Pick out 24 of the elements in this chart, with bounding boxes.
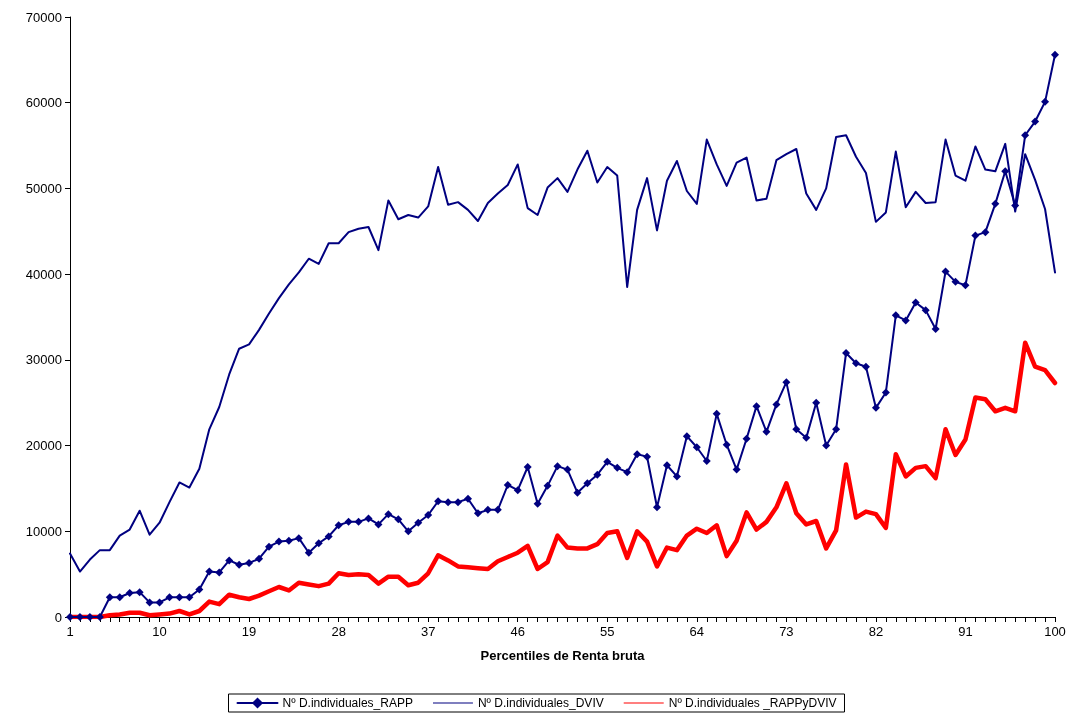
x-tick-label: 10 — [152, 624, 167, 639]
y-tick-label: 10000 — [25, 523, 62, 539]
x-tick-label: 73 — [779, 624, 794, 639]
y-tick-label: 0 — [54, 609, 62, 625]
y-tick-label: 50000 — [25, 180, 62, 196]
x-tick-label: 28 — [331, 624, 346, 639]
legend-label: Nº D.individuales _RAPPyDVIV — [668, 696, 837, 710]
x-tick-label: 46 — [510, 624, 525, 639]
legend-label: Nº D.individuales_RAPP — [282, 696, 413, 710]
x-tick-label: 37 — [420, 624, 436, 639]
y-tick-label: 60000 — [25, 95, 62, 111]
x-tick-label: 64 — [689, 624, 705, 639]
y-tick-label: 40000 — [25, 266, 62, 282]
x-tick-label: 91 — [958, 624, 973, 639]
x-axis-title: Percentiles de Renta bruta — [480, 648, 646, 663]
y-tick-label: 30000 — [25, 352, 62, 368]
y-tick-label: 70000 — [25, 9, 62, 25]
x-tick-label: 55 — [600, 624, 615, 639]
y-tick-label: 20000 — [25, 438, 62, 454]
legend-label: Nº D.individuales_DVIV — [477, 696, 604, 710]
x-tick-label: 19 — [241, 624, 257, 639]
x-tick-label: 82 — [868, 624, 884, 639]
x-tick-label: 1 — [66, 624, 74, 639]
x-tick-label: 100 — [1044, 624, 1066, 639]
